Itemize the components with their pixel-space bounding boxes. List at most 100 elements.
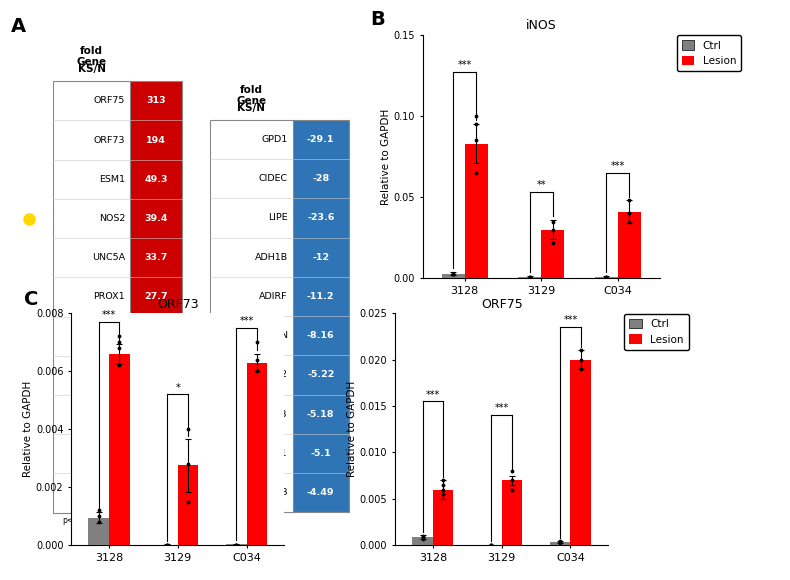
Title: ORF73: ORF73: [157, 298, 198, 311]
Text: 17: 17: [149, 371, 163, 380]
Text: ***: ***: [611, 161, 625, 171]
Text: p<10: p<10: [216, 515, 237, 524]
Legend: Ctrl, Lesion: Ctrl, Lesion: [624, 314, 689, 350]
Bar: [53, 356, 130, 395]
Bar: [465, 144, 487, 278]
Title: iNOS: iNOS: [526, 19, 556, 32]
Y-axis label: Relative to GAPDH: Relative to GAPDH: [381, 108, 391, 205]
Bar: [293, 356, 348, 394]
Text: -11.2: -11.2: [307, 292, 334, 301]
Text: ***: ***: [426, 390, 440, 400]
Text: ***: ***: [563, 316, 577, 325]
Text: ACACB: ACACB: [255, 409, 288, 419]
Bar: [209, 277, 293, 316]
Text: LIPE: LIPE: [268, 213, 288, 223]
Text: NOS2: NOS2: [99, 214, 125, 223]
Bar: [209, 159, 293, 198]
Text: ADIRF: ADIRF: [259, 292, 288, 301]
Bar: [226, 544, 246, 545]
Text: ***: ***: [457, 60, 472, 70]
Bar: [53, 277, 130, 317]
Text: GPD1: GPD1: [261, 135, 288, 144]
Text: 25.8: 25.8: [144, 332, 167, 340]
Bar: [209, 120, 293, 159]
Text: A: A: [11, 17, 27, 36]
Bar: [570, 360, 591, 545]
Bar: [109, 354, 130, 545]
Text: -5.18: -5.18: [307, 409, 334, 419]
Text: CIDEC: CIDEC: [258, 174, 288, 183]
Text: -28: -28: [312, 174, 329, 183]
Bar: [293, 473, 348, 512]
Text: Gene: Gene: [77, 57, 107, 67]
Title: ORF75: ORF75: [481, 298, 522, 311]
Bar: [209, 394, 293, 434]
Text: **: **: [536, 180, 546, 190]
Bar: [53, 121, 130, 160]
Text: -8.16: -8.16: [307, 331, 334, 340]
Bar: [178, 465, 198, 545]
Text: 39.4: 39.4: [145, 214, 167, 223]
Bar: [53, 81, 130, 121]
Bar: [442, 274, 465, 278]
Text: 33.7: 33.7: [145, 253, 167, 262]
Text: fdr<1: fdr<1: [255, 515, 280, 524]
Text: MMP11: MMP11: [91, 410, 125, 419]
Text: UNC5A: UNC5A: [92, 253, 125, 262]
Bar: [618, 212, 641, 278]
Bar: [130, 395, 182, 434]
Text: -10: -10: [89, 503, 99, 508]
Bar: [293, 316, 348, 356]
Text: -29.1: -29.1: [307, 135, 334, 144]
Bar: [53, 160, 130, 199]
Bar: [209, 316, 293, 356]
Text: ***: ***: [495, 404, 509, 414]
Bar: [502, 480, 522, 545]
Text: KS/N: KS/N: [237, 103, 265, 113]
Bar: [53, 81, 182, 513]
Bar: [209, 198, 293, 238]
Text: -23.6: -23.6: [307, 213, 334, 223]
Bar: [130, 199, 182, 238]
Text: ADH1B: ADH1B: [254, 253, 288, 262]
Text: MMP9: MMP9: [97, 332, 125, 340]
Text: ORF73: ORF73: [93, 136, 125, 144]
Bar: [293, 434, 348, 473]
Text: C: C: [24, 290, 39, 309]
Text: fold: fold: [239, 85, 263, 95]
Text: ***: ***: [102, 310, 116, 320]
Bar: [130, 121, 182, 160]
Bar: [433, 490, 453, 545]
Y-axis label: Relative to GAPDH: Relative to GAPDH: [23, 381, 33, 477]
Text: P4HA3: P4HA3: [94, 450, 125, 458]
Text: p<10: p<10: [62, 516, 82, 524]
Bar: [130, 356, 182, 395]
Text: ESM1: ESM1: [99, 175, 125, 184]
Text: 313: 313: [146, 96, 166, 106]
Bar: [130, 160, 182, 199]
Text: 194: 194: [146, 136, 166, 144]
Bar: [209, 356, 293, 394]
Text: 27.7: 27.7: [144, 292, 167, 302]
Text: KS/N: KS/N: [77, 64, 106, 74]
Text: B: B: [371, 10, 386, 30]
Bar: [130, 277, 182, 317]
Bar: [412, 537, 433, 545]
Bar: [53, 199, 130, 238]
Text: GPX3: GPX3: [262, 488, 288, 497]
Bar: [53, 434, 130, 473]
Text: 12.6: 12.6: [144, 410, 167, 419]
Bar: [293, 198, 348, 238]
Text: 49.3: 49.3: [145, 175, 167, 184]
Text: PROX1: PROX1: [93, 292, 125, 302]
Text: fold: fold: [80, 46, 103, 56]
Text: -5.22: -5.22: [307, 371, 334, 379]
Text: *: *: [175, 383, 180, 393]
Text: ORF75: ORF75: [94, 96, 125, 106]
Text: ***: ***: [239, 316, 254, 326]
Bar: [293, 394, 348, 434]
Bar: [209, 120, 348, 512]
Text: 12: 12: [149, 450, 163, 458]
Text: Gene: Gene: [236, 96, 266, 106]
Bar: [293, 159, 348, 198]
